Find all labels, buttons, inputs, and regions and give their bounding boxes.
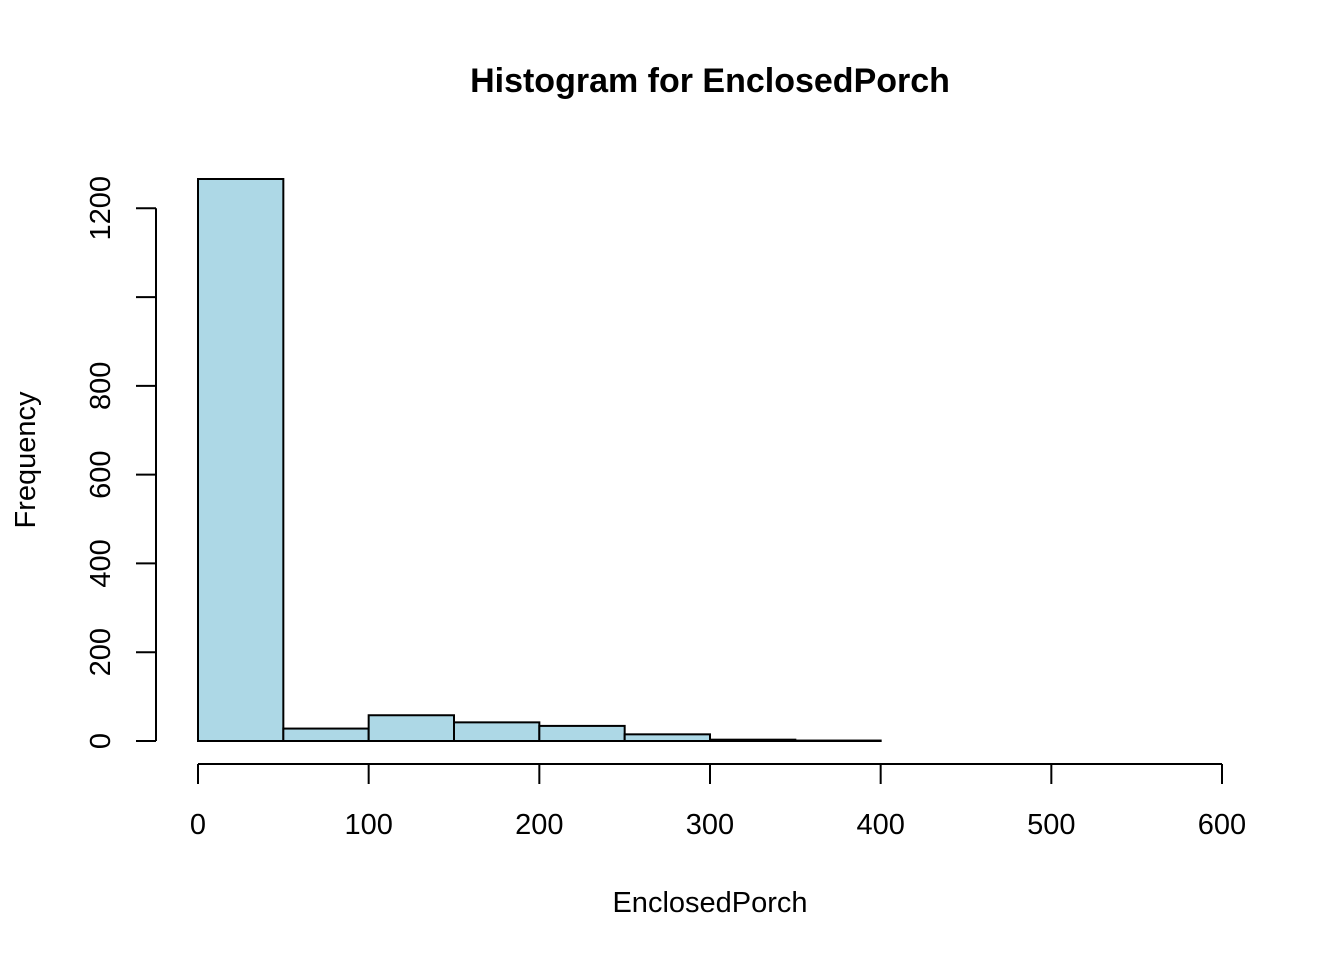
histogram-bar [367,714,455,742]
histogram-bar [282,727,370,743]
histogram-bar [709,738,797,743]
y-tick-label: 400 [85,539,117,587]
y-tick-label: 600 [85,450,117,498]
x-tick-label: 0 [190,809,206,841]
y-tick-label: 800 [85,362,117,410]
histogram-bar [538,724,626,743]
bars-group [197,178,882,743]
x-axis: 0 100 200 300 400 500 600 [190,763,1246,841]
x-axis-label: EnclosedPorch [612,887,807,919]
histogram-bar [453,721,541,743]
histogram-bar [197,178,285,742]
chart-title: Histogram for EnclosedPorch [470,62,950,100]
x-tick-label: 500 [1027,809,1075,841]
x-tick-label: 100 [344,809,392,841]
histogram-bar [623,733,712,743]
x-tick-label: 300 [686,809,734,841]
y-tick-label: 0 [85,733,117,749]
y-tick-label: 1200 [85,176,117,241]
y-axis: 0 200 400 600 800 1200 [85,176,157,749]
x-tick-label: 400 [856,809,904,841]
x-tick-label: 600 [1198,809,1246,841]
y-tick-label: 200 [85,628,117,676]
x-tick-label: 200 [515,809,563,841]
y-axis-label: Frequency [10,391,42,529]
